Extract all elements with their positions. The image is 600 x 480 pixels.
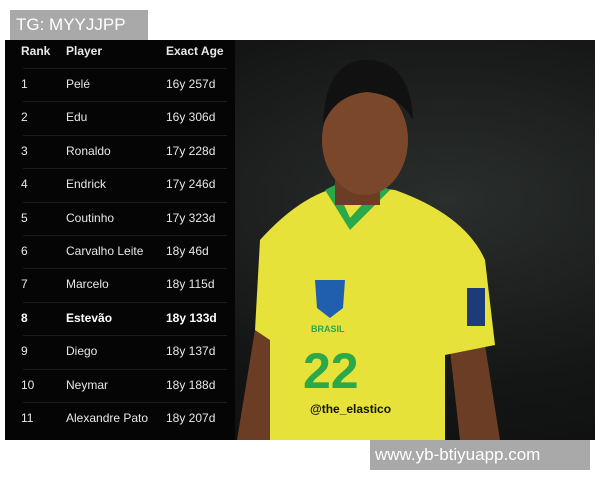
jersey	[255, 185, 495, 440]
header-age: Exact Age	[166, 44, 224, 58]
table-row: 5 Coutinho 17y 323d	[5, 201, 235, 235]
player-cell: Coutinho	[66, 210, 115, 225]
jersey-number: 22	[303, 343, 359, 399]
photo-credit: @the_elastico	[310, 402, 392, 416]
player-cell: Marcelo	[66, 277, 109, 292]
rank-cell: 10	[21, 377, 35, 392]
table-row: 8 Estevão 18y 133d	[5, 301, 235, 335]
rank-cell: 11	[21, 411, 34, 425]
player-cell: Endrick	[66, 177, 107, 192]
header-rank: Rank	[21, 44, 51, 58]
rank-cell: 5	[21, 210, 28, 225]
age-cell: 16y 306d	[166, 110, 216, 125]
left-arm	[237, 330, 280, 440]
table-row: 3 Ronaldo 17y 228d	[5, 134, 235, 168]
player-cell: Diego	[66, 344, 98, 359]
crest-icon	[315, 280, 345, 318]
rank-cell: 8	[21, 310, 28, 325]
age-cell: 18y 207d	[166, 411, 216, 425]
player-cell: Pelé	[66, 77, 91, 91]
hair	[323, 60, 413, 125]
youngest-players-table: Rank Player Exact Age 1 Pelé 16y 257d 2 Edu 1…	[5, 40, 235, 440]
right-arm	[450, 345, 500, 440]
age-cell: 18y 133d	[166, 310, 217, 325]
age-cell: 17y 323d	[166, 210, 216, 225]
rank-cell: 6	[21, 244, 28, 258]
age-cell: 18y 188d	[166, 377, 216, 392]
rank-cell: 9	[21, 344, 28, 359]
table-row: 11 Alexandre Pato 18y 207d	[5, 402, 235, 435]
watermark-bottom: www.yb-btiyuapp.com	[370, 440, 590, 470]
age-cell: 16y 257d	[166, 77, 216, 91]
age-cell: 17y 228d	[166, 143, 216, 158]
table-row: 1 Pelé 16y 257d	[5, 68, 235, 101]
head	[322, 85, 408, 195]
age-cell: 17y 246d	[166, 177, 216, 192]
player-cell: Neymar	[66, 377, 109, 392]
table-row: 7 Marcelo 18y 115d	[5, 268, 235, 301]
watermark-top: TG: MYYJJPP	[10, 10, 148, 40]
rank-cell: 1	[21, 77, 28, 91]
table-row: 10 Neymar 18y 188d	[5, 368, 235, 402]
sleeve-patch	[467, 288, 485, 326]
age-cell: 18y 137d	[166, 344, 216, 359]
jersey-text: BRASIL	[311, 324, 345, 334]
rank-cell: 3	[21, 143, 28, 158]
age-cell: 18y 46d	[166, 244, 209, 258]
table-row: 4 Endrick 17y 246d	[5, 168, 235, 201]
player-illustration: BRASIL 22	[237, 60, 500, 440]
rank-cell: 7	[21, 277, 28, 292]
player-cell: Ronaldo	[66, 143, 111, 158]
table-row: 2 Edu 16y 306d	[5, 101, 235, 134]
player-cell: Alexandre Pato	[66, 411, 149, 425]
table-row: 6 Carvalho Leite 18y 46d	[5, 235, 235, 268]
player-cell: Estevão	[66, 310, 113, 325]
age-cell: 18y 115d	[166, 277, 215, 292]
header-player: Player	[66, 44, 103, 58]
player-cell: Edu	[66, 110, 88, 125]
rank-cell: 2	[21, 110, 28, 125]
table-row: 9 Diego 18y 137d	[5, 335, 235, 368]
player-cell: Carvalho Leite	[66, 244, 144, 258]
rank-cell: 4	[21, 177, 28, 192]
